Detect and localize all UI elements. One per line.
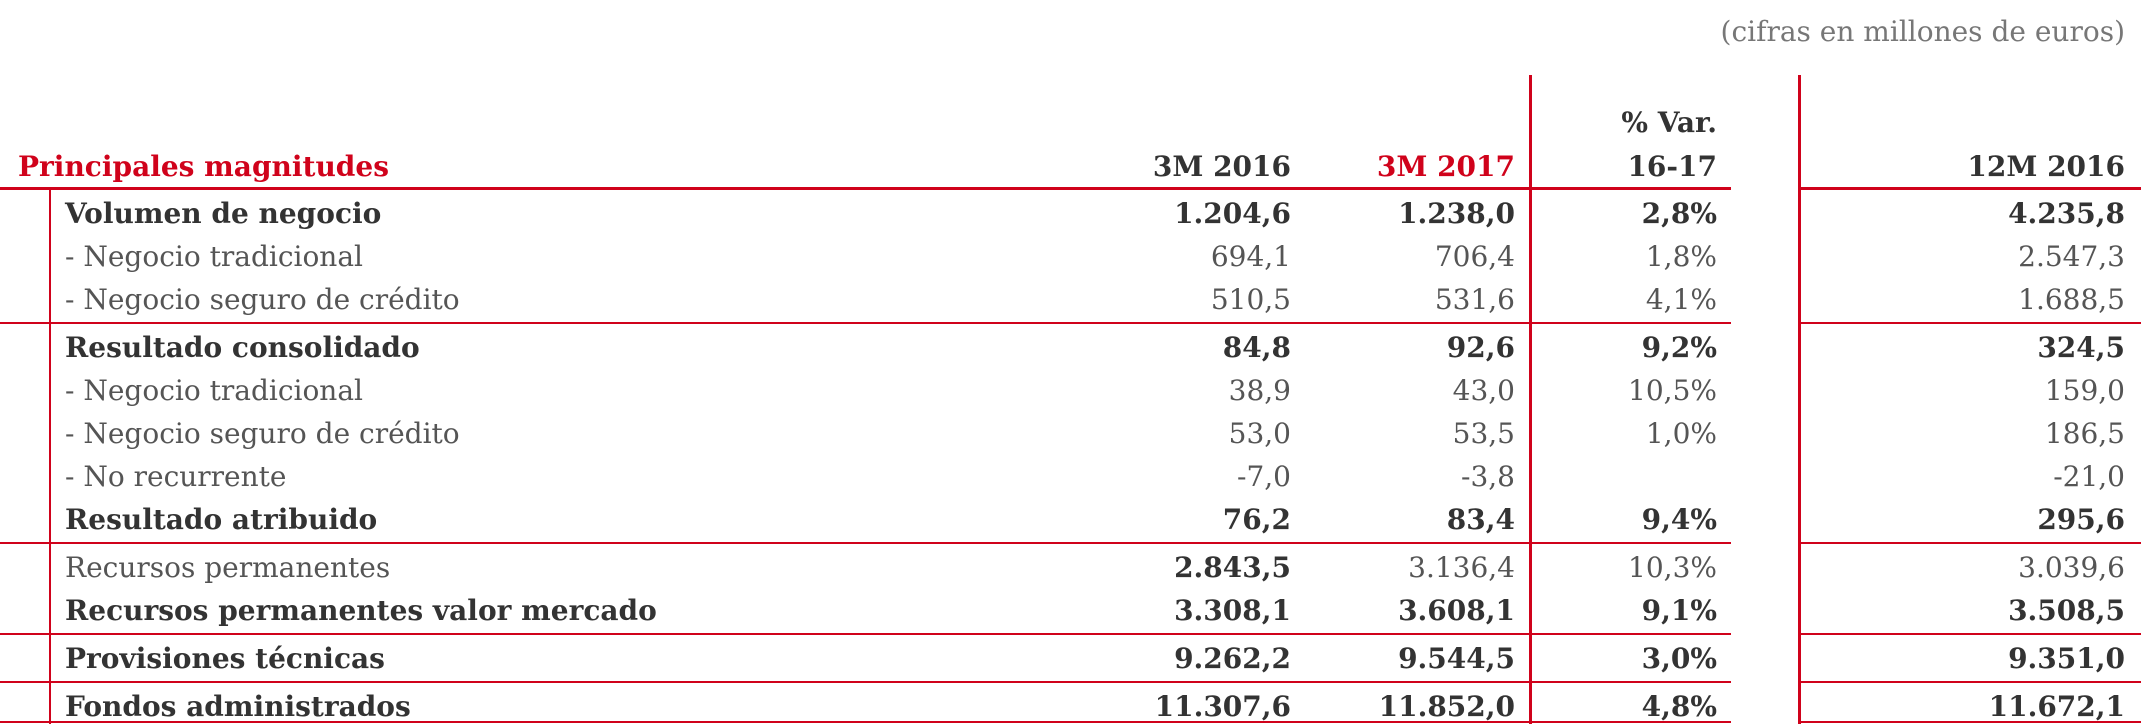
cell-value: 3.039,6 bbox=[2018, 551, 2125, 584]
cell-value: 2.547,3 bbox=[2018, 240, 2125, 273]
cell-value: 1,0% bbox=[1645, 417, 1717, 450]
cell-value: 84,8 bbox=[1222, 331, 1291, 364]
column-header: 16-17 bbox=[1627, 150, 1717, 183]
cell-value: 1.238,0 bbox=[1398, 197, 1515, 230]
cell-value: 11.852,0 bbox=[1378, 690, 1515, 723]
units-note: (cifras en millones de euros) bbox=[1720, 15, 2125, 48]
cell-value: 83,4 bbox=[1446, 503, 1515, 536]
cell-value: 1,8% bbox=[1645, 240, 1717, 273]
row-label: Recursos permanentes bbox=[65, 551, 391, 584]
cell-value: 2,8% bbox=[1641, 197, 1717, 230]
row-label: - Negocio seguro de crédito bbox=[65, 417, 460, 450]
column-header: 3M 2017 bbox=[1376, 150, 1515, 183]
cell-value: -21,0 bbox=[2053, 460, 2125, 493]
cell-value: 53,5 bbox=[1452, 417, 1515, 450]
cell-value: 4.235,8 bbox=[2008, 197, 2125, 230]
cell-value: 9.262,2 bbox=[1174, 642, 1291, 675]
cell-value: -3,8 bbox=[1461, 460, 1515, 493]
rule bbox=[1799, 681, 2141, 683]
rule bbox=[0, 187, 1731, 190]
row-label: Fondos administrados bbox=[65, 690, 411, 723]
rule bbox=[0, 721, 1731, 723]
cell-value: 324,5 bbox=[2037, 331, 2125, 364]
cell-value: 10,3% bbox=[1628, 551, 1717, 584]
cell-value: -7,0 bbox=[1237, 460, 1291, 493]
cell-value: 510,5 bbox=[1210, 283, 1291, 316]
cell-value: 10,5% bbox=[1628, 374, 1717, 407]
row-label: - Negocio tradicional bbox=[65, 240, 363, 273]
column-header: 12M 2016 bbox=[1967, 150, 2125, 183]
header-title: Principales magnitudes bbox=[18, 150, 389, 183]
cell-value: 1.688,5 bbox=[2018, 283, 2125, 316]
rule bbox=[0, 681, 1731, 683]
cell-value: 694,1 bbox=[1210, 240, 1291, 273]
rule bbox=[1799, 322, 2141, 324]
cell-value: 11.672,1 bbox=[1988, 690, 2125, 723]
cell-value: 3.608,1 bbox=[1398, 594, 1515, 627]
cell-value: 9,2% bbox=[1641, 331, 1717, 364]
rule bbox=[1799, 542, 2141, 544]
cell-value: 9.544,5 bbox=[1398, 642, 1515, 675]
rule bbox=[0, 633, 1731, 635]
column-header: % Var. bbox=[1621, 106, 1717, 139]
cell-value: 3.508,5 bbox=[2008, 594, 2125, 627]
cell-value: 9.351,0 bbox=[2008, 642, 2125, 675]
cell-value: 3,0% bbox=[1641, 642, 1717, 675]
rule bbox=[1799, 721, 2141, 723]
cell-value: 3.136,4 bbox=[1408, 551, 1515, 584]
row-label: - Negocio tradicional bbox=[65, 374, 363, 407]
cell-value: 2.843,5 bbox=[1174, 551, 1291, 584]
cell-value: 3.308,1 bbox=[1174, 594, 1291, 627]
rule bbox=[1798, 75, 1801, 724]
cell-value: 38,9 bbox=[1228, 374, 1291, 407]
row-label: Resultado consolidado bbox=[65, 331, 420, 364]
cell-value: 159,0 bbox=[2044, 374, 2125, 407]
cell-value: 531,6 bbox=[1434, 283, 1515, 316]
cell-value: 4,8% bbox=[1641, 690, 1717, 723]
cell-value: 1.204,6 bbox=[1174, 197, 1291, 230]
rule bbox=[0, 322, 1731, 324]
rule bbox=[0, 542, 1731, 544]
rule bbox=[49, 188, 51, 724]
cell-value: 9,4% bbox=[1641, 503, 1717, 536]
row-label: Volumen de negocio bbox=[65, 197, 382, 230]
cell-value: 9,1% bbox=[1641, 594, 1717, 627]
cell-value: 4,1% bbox=[1645, 283, 1717, 316]
cell-value: 295,6 bbox=[2037, 503, 2125, 536]
column-header: 3M 2016 bbox=[1152, 150, 1291, 183]
row-label: - No recurrente bbox=[65, 460, 287, 493]
rule bbox=[1799, 187, 2141, 190]
cell-value: 53,0 bbox=[1228, 417, 1291, 450]
cell-value: 706,4 bbox=[1434, 240, 1515, 273]
rule bbox=[1529, 75, 1532, 724]
row-label: Recursos permanentes valor mercado bbox=[65, 594, 657, 627]
cell-value: 43,0 bbox=[1452, 374, 1515, 407]
cell-value: 11.307,6 bbox=[1154, 690, 1291, 723]
cell-value: 92,6 bbox=[1446, 331, 1515, 364]
cell-value: 186,5 bbox=[2044, 417, 2125, 450]
rule bbox=[1799, 633, 2141, 635]
row-label: - Negocio seguro de crédito bbox=[65, 283, 460, 316]
row-label: Resultado atribuido bbox=[65, 503, 378, 536]
row-label: Provisiones técnicas bbox=[65, 642, 385, 675]
cell-value: 76,2 bbox=[1222, 503, 1291, 536]
